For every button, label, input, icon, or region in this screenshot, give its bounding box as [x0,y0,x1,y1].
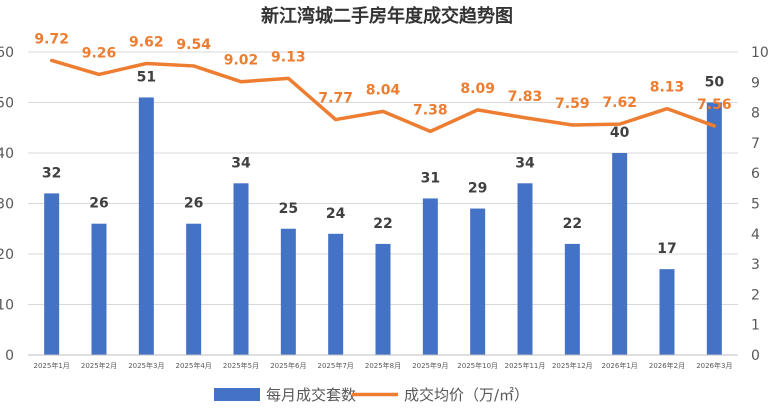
right-tick-label: 7 [751,136,760,152]
line-data-label: 9.62 [129,35,164,51]
bar [328,233,344,355]
legend-label-bar: 每月成交套数 [266,386,356,404]
bar-data-label: 34 [515,155,535,171]
line-data-label: 7.83 [508,89,543,105]
bar-data-label: 22 [563,216,582,232]
bar [375,243,391,355]
bar-data-label: 31 [421,170,440,186]
bar [422,198,438,355]
bar-data-label: 40 [610,125,630,141]
right-tick-label: 9 [751,75,760,91]
legend: 每月成交套数 成交均价（万/㎡） [214,386,529,404]
x-tick-label: 2025年11月 [505,361,546,370]
x-tick-label: 2025年10月 [457,361,498,370]
legend-label-line: 成交均价（万/㎡） [404,386,529,404]
left-tick-label: 10 [0,298,14,314]
line-data-label: 9.13 [271,49,306,65]
bar-data-label: 17 [657,241,676,257]
bar [470,208,486,355]
line-data-label: 9.72 [34,31,69,47]
right-tick-label: 6 [751,166,760,182]
x-tick-label: 2025年2月 [81,361,117,370]
x-tick-label: 2026年2月 [649,361,685,370]
x-tick-label: 2026年3月 [696,361,732,370]
bar-data-label: 25 [279,201,298,217]
bar [233,183,249,355]
right-tick-label: 4 [751,227,760,243]
bar [612,153,628,355]
bar-data-label: 22 [373,216,392,232]
bar-data-label: 24 [326,206,346,222]
left-tick-label: 20 [0,247,14,263]
bar [706,102,722,355]
x-tick-label: 2025年4月 [176,361,212,370]
bar-data-label: 34 [231,155,251,171]
bar [138,97,154,355]
line-data-label: 8.04 [366,82,401,98]
line-data-label: 7.38 [413,102,448,118]
bar [564,243,580,355]
x-tick-label: 2025年8月 [365,361,401,370]
right-tick-label: 10 [751,45,769,61]
x-tick-label: 2025年7月 [318,361,354,370]
bar [659,269,675,355]
left-y-axis: 0 10 20 30 40 50 60 [0,45,14,364]
line-data-label: 9.26 [82,45,117,61]
left-tick-label: 0 [5,348,14,364]
line-data-label: 9.54 [176,37,211,53]
legend-swatch-bar [214,388,260,401]
right-tick-label: 8 [751,106,760,122]
right-tick-label: 5 [751,197,760,213]
line-data-label: 7.77 [318,91,353,107]
bar-data-label: 26 [89,196,108,212]
x-axis: 2025年1月 2025年2月 2025年3月 2025年4月 2025年5月 2025年… [28,354,738,370]
bar-data-label: 51 [137,69,156,85]
line-data-label: 7.59 [555,96,590,112]
line-data-label: 9.02 [224,53,259,69]
bar [44,193,60,355]
x-tick-label: 2025年5月 [223,361,259,370]
chart-title: 新江湾城二手房年度成交趋势图 [261,5,513,27]
bar [280,228,296,355]
right-tick-label: 1 [751,318,760,334]
bar [91,223,107,355]
right-tick-label: 3 [751,257,760,273]
bar [186,223,202,355]
left-tick-label: 50 [0,96,14,112]
x-tick-label: 2025年1月 [34,361,70,370]
line-data-label: 7.62 [602,95,637,111]
left-tick-label: 60 [0,45,14,61]
x-tick-label: 2025年3月 [128,361,164,370]
line-data-label: 8.09 [460,81,495,97]
x-tick-label: 2025年12月 [552,361,593,370]
line-series: 9.72 9.26 9.62 9.54 9.02 9.13 7.77 8.04 7.38 8.09… [34,31,732,134]
bar-series: 32 26 51 26 34 25 24 22 31 29 34 22 40 17 50 [42,69,724,355]
right-tick-label: 2 [751,287,760,303]
bar-data-label: 26 [184,196,203,212]
bar-data-label: 29 [468,181,487,197]
left-tick-label: 40 [0,146,14,162]
right-y-axis: 0 1 2 3 4 5 6 7 8 9 10 [751,45,769,364]
x-tick-label: 2025年9月 [412,361,448,370]
bar-data-label: 32 [42,165,61,181]
x-tick-label: 2026年1月 [602,361,638,370]
left-tick-label: 30 [0,197,14,213]
line-path [49,58,717,134]
x-tick-label: 2025年6月 [270,361,306,370]
bar [517,183,533,355]
right-tick-label: 0 [751,348,760,364]
bar-data-label: 50 [705,75,725,91]
line-data-label: 7.56 [697,97,732,113]
line-data-label: 8.13 [650,80,685,96]
